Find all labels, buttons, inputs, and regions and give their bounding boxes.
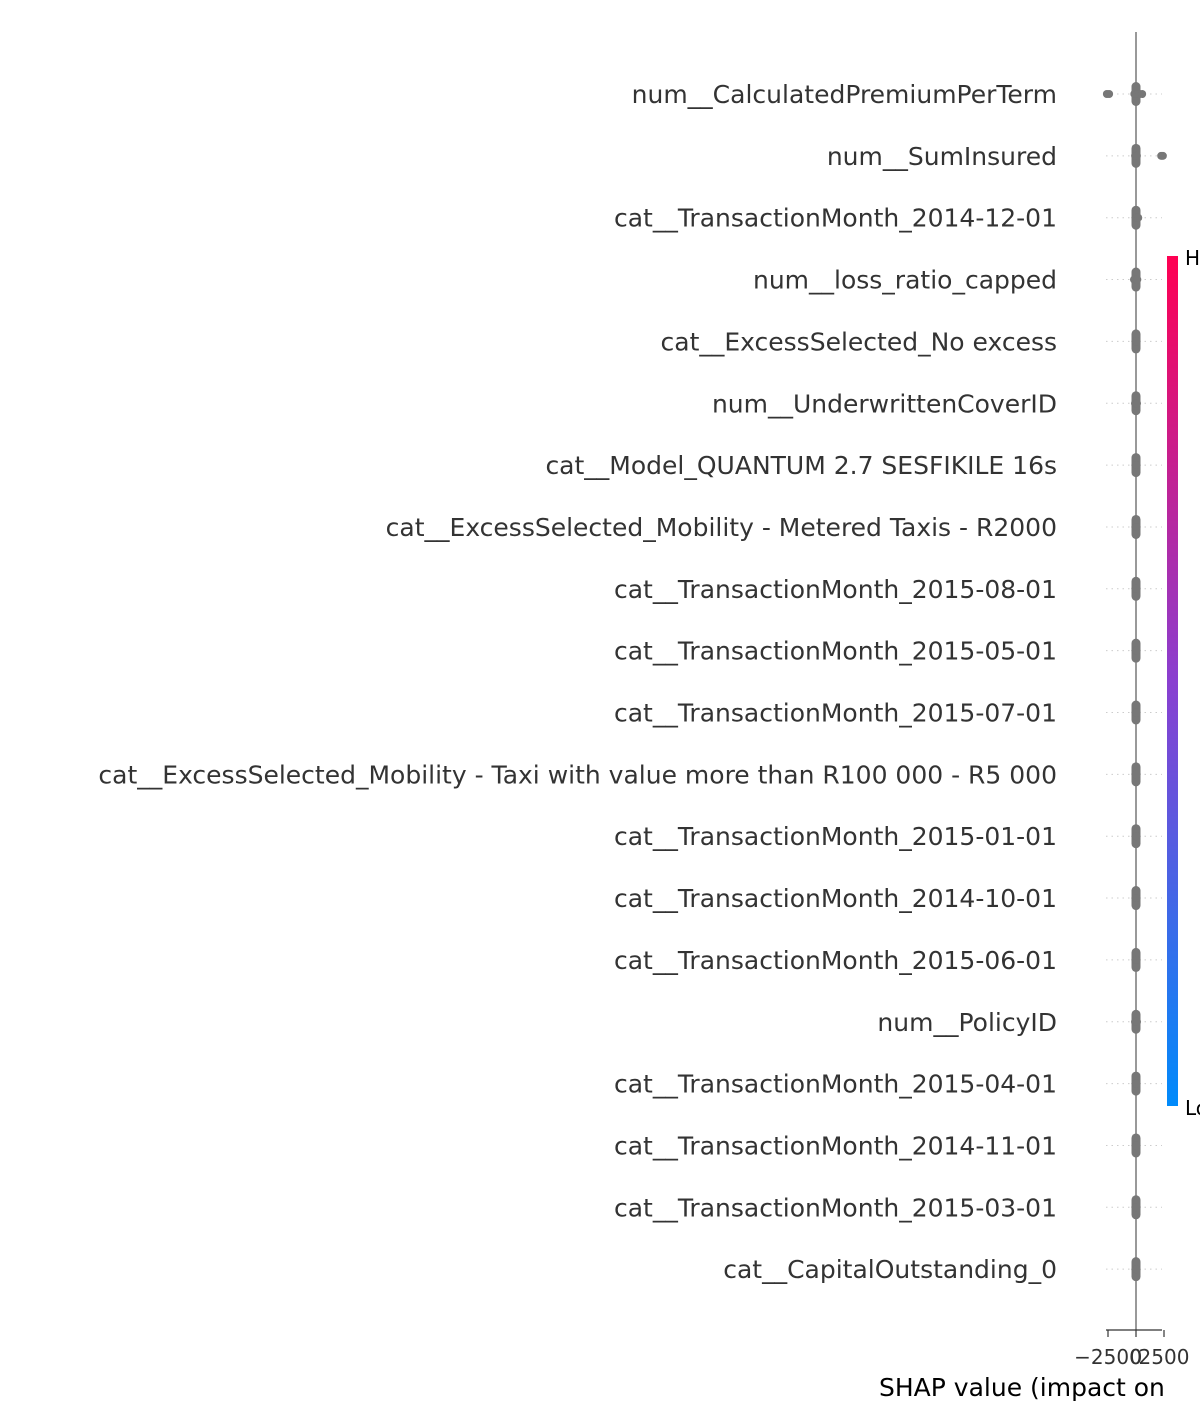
- shap-point: [1132, 151, 1141, 160]
- shap-point: [1105, 90, 1114, 98]
- shap-point: [1133, 399, 1142, 408]
- colorbar-gradient: [1167, 256, 1178, 1106]
- feature-label: cat__Model_QUANTUM 2.7 SESFIKILE 16s: [545, 451, 1057, 480]
- shap-point: [1132, 1265, 1141, 1274]
- shap-point: [1134, 213, 1143, 222]
- x-axis-title: SHAP value (impact on: [879, 1373, 1165, 1402]
- feature-labels: num__CalculatedPremiumPerTerm num__SumIns…: [98, 80, 1057, 1284]
- colorbar-low-label: Lo: [1185, 1096, 1200, 1120]
- feature-label: cat__ExcessSelected_Mobility - Taxi with…: [98, 760, 1057, 789]
- feature-label: cat__ExcessSelected_Mobility - Metered T…: [386, 513, 1057, 542]
- feature-label: num__SumInsured: [827, 142, 1057, 171]
- feature-label: cat__ExcessSelected_No excess: [661, 327, 1057, 356]
- shap-point: [1158, 151, 1167, 160]
- feature-label: cat__TransactionMonth_2015-03-01: [614, 1193, 1057, 1222]
- shap-point: [1132, 522, 1141, 531]
- colorbar: H Lo: [1167, 246, 1200, 1120]
- shap-point: [1132, 1141, 1141, 1150]
- feature-label: cat__TransactionMonth_2015-04-01: [614, 1070, 1057, 1099]
- shap-point: [1133, 1017, 1142, 1026]
- shap-point: [1132, 770, 1141, 779]
- shap-point: [1133, 275, 1142, 284]
- x-tick-label: 0: [1130, 1345, 1143, 1369]
- feature-label: num__UnderwrittenCoverID: [712, 389, 1057, 418]
- feature-label: cat__TransactionMonth_2014-12-01: [614, 204, 1057, 233]
- colorbar-high-label: H: [1185, 246, 1200, 270]
- feature-label: cat__TransactionMonth_2014-11-01: [614, 1131, 1057, 1160]
- shap-point: [1132, 646, 1141, 655]
- feature-label: num__CalculatedPremiumPerTerm: [632, 80, 1057, 109]
- x-tick-label: 2500: [1139, 1345, 1190, 1369]
- feature-label: cat__CapitalOutstanding_0: [723, 1255, 1057, 1284]
- feature-label: cat__TransactionMonth_2015-05-01: [614, 637, 1057, 666]
- shap-point: [1132, 1203, 1141, 1212]
- shap-point: [1132, 708, 1141, 717]
- feature-label: cat__TransactionMonth_2015-08-01: [614, 575, 1057, 604]
- shap-point: [1132, 461, 1141, 470]
- feature-label: cat__TransactionMonth_2014-10-01: [614, 884, 1057, 913]
- feature-label: cat__TransactionMonth_2015-01-01: [614, 822, 1057, 851]
- feature-label: num__PolicyID: [877, 1008, 1057, 1037]
- feature-label: cat__TransactionMonth_2015-07-01: [614, 699, 1057, 728]
- shap-point: [1138, 90, 1147, 98]
- shap-point: [1132, 337, 1141, 346]
- x-tick-label: −2500: [1074, 1345, 1142, 1369]
- shap-point: [1132, 955, 1141, 964]
- shap-points: [1102, 82, 1167, 1282]
- shap-point: [1132, 832, 1141, 841]
- feature-label: cat__TransactionMonth_2015-06-01: [614, 946, 1057, 975]
- shap-point: [1132, 584, 1141, 593]
- shap-point: [1132, 894, 1141, 903]
- feature-label: num__loss_ratio_capped: [753, 266, 1057, 295]
- shap-point: [1132, 1079, 1141, 1088]
